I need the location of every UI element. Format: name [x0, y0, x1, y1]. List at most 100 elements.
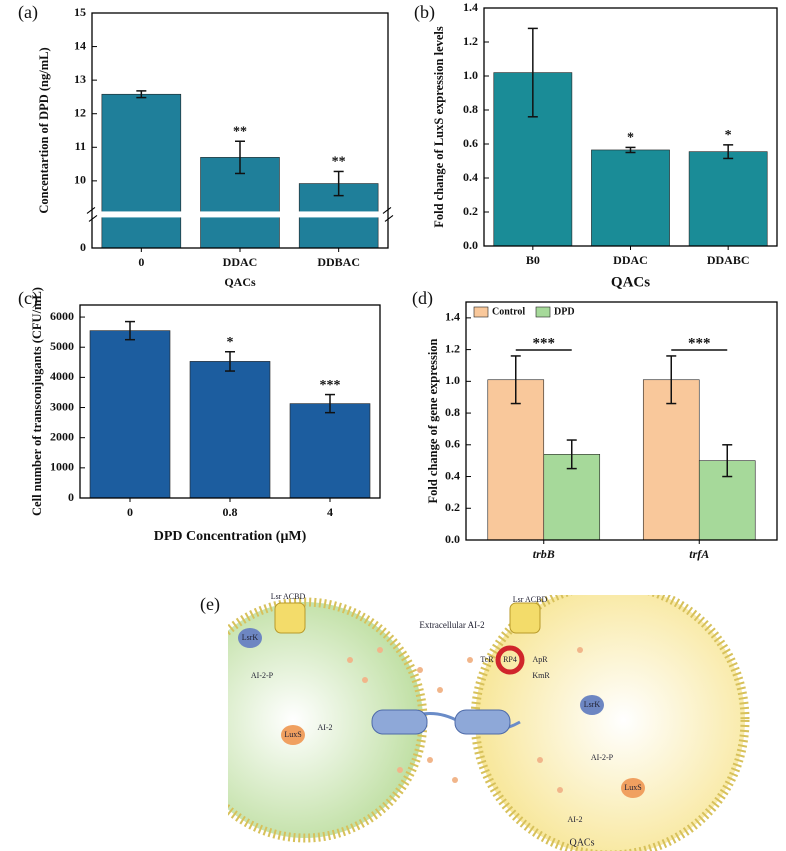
- y-tick-label: 5000: [50, 339, 74, 353]
- diagram-label: LuxS: [284, 730, 301, 739]
- lsrk: [238, 628, 262, 648]
- bar: [101, 93, 182, 249]
- y-tick-label: 0.4: [463, 170, 478, 184]
- significance-label: **: [332, 155, 346, 170]
- x-tick-label: B0: [526, 253, 540, 267]
- ai2-dots: [347, 647, 583, 793]
- x-tick-label: DDAC: [223, 255, 258, 269]
- x-tick-label: 0: [138, 255, 144, 269]
- y-tick-label: 1.2: [463, 34, 478, 48]
- lsrk: [580, 695, 604, 715]
- significance-label: ***: [533, 335, 556, 351]
- y-tick-label: 1.0: [463, 68, 478, 82]
- y-tick-label: 0.8: [445, 405, 460, 419]
- transporter: [509, 602, 541, 634]
- y-tick-label: 1000: [50, 460, 74, 474]
- bar: [487, 379, 545, 541]
- y-tick-label: 0.6: [445, 437, 460, 451]
- x-tick-label: trfA: [689, 547, 709, 561]
- break-mark: [88, 215, 98, 222]
- y-tick-label: 0.0: [463, 238, 478, 252]
- axis-break: [86, 211, 394, 218]
- y-tick-label: 14: [74, 38, 86, 52]
- break-mark: [384, 215, 394, 222]
- y-axis-label: Concentartion of DPD (ng/mL): [37, 47, 51, 213]
- bar: [289, 403, 371, 499]
- plasmid: [495, 645, 525, 675]
- y-tick-label: 11: [75, 139, 86, 153]
- y-tick-label: 0: [68, 490, 74, 504]
- diagram-label: KmR: [532, 671, 550, 680]
- break-mark: [86, 207, 96, 214]
- diagram-label: LsrK: [242, 633, 259, 642]
- y-tick-label: 0.8: [463, 102, 478, 116]
- right-cell: [470, 595, 750, 851]
- diagram-label: AI-2-P: [591, 753, 614, 762]
- y-tick-label: 0.6: [463, 136, 478, 150]
- diagram-label: AI-2: [567, 815, 582, 824]
- legend-swatch: [535, 306, 551, 318]
- x-tick-label: DDABC: [707, 253, 750, 267]
- diagram-label: Lsr ACBD: [513, 595, 548, 604]
- panel-label: (d): [412, 288, 433, 309]
- luxs: [621, 778, 645, 798]
- y-tick-label: 0: [80, 240, 86, 254]
- panel-label: (a): [18, 2, 38, 23]
- x-tick-label: DDAC: [613, 253, 648, 267]
- significance-label: *: [627, 131, 634, 146]
- bar: [591, 149, 670, 247]
- diagram-label: Lsr ACBD: [271, 592, 306, 601]
- diagram: (e) Lsr ACBD LsrK AI-2-P LuxS AI-2 Extra…: [200, 592, 750, 851]
- y-tick-label: 3000: [50, 399, 74, 413]
- x-tick-label: trbB: [533, 547, 555, 561]
- y-axis-label: Fold change of gene expression: [426, 338, 440, 503]
- diagram-label: QACs: [569, 837, 594, 848]
- axis-frame: [79, 304, 381, 499]
- panel-label: (e): [200, 594, 220, 615]
- diagram-label: AI-2: [317, 723, 332, 732]
- y-tick-label: 1.2: [445, 341, 460, 355]
- y-axis-label: Fold change of LuxS expression levels: [432, 26, 446, 228]
- y-tick-label: 1.4: [463, 0, 478, 14]
- x-tick-label: 0.8: [223, 505, 238, 519]
- diagram-label: TcR: [480, 655, 494, 664]
- significance-label: **: [233, 124, 247, 139]
- y-tick-label: 6000: [50, 309, 74, 323]
- x-axis-label: QACs: [611, 274, 650, 290]
- pilus: [371, 709, 428, 735]
- y-tick-label: 0.4: [445, 468, 460, 482]
- diagram-label: LuxS: [624, 783, 641, 792]
- y-axis-label: Cell number of transconjugants (CFU/mL): [30, 287, 44, 516]
- y-tick-label: 12: [74, 105, 86, 119]
- x-tick-label: 0: [127, 505, 133, 519]
- break-mark: [382, 207, 392, 214]
- diagram-label: RP4: [503, 655, 517, 664]
- legend-label: DPD: [554, 306, 575, 317]
- bar: [189, 361, 271, 499]
- diagram-label: ApR: [532, 655, 548, 664]
- axis-frame: [483, 7, 778, 247]
- pilus: [454, 709, 511, 735]
- significance-label: ***: [320, 378, 341, 393]
- y-tick-label: 2000: [50, 429, 74, 443]
- x-tick-label: DDBAC: [317, 255, 360, 269]
- y-tick-label: 13: [74, 72, 86, 86]
- panel-label: (c): [18, 288, 38, 309]
- x-axis-label: DPD Concentration (μM): [154, 529, 307, 544]
- significance-label: *: [725, 128, 732, 143]
- legend-swatch: [473, 306, 489, 318]
- significance-label: ***: [688, 335, 711, 351]
- y-tick-label: 0.0: [445, 532, 460, 546]
- diagram-label: LsrK: [584, 700, 601, 709]
- luxs: [281, 725, 305, 745]
- bar: [688, 151, 768, 247]
- x-tick-label: 4: [327, 505, 333, 519]
- y-tick-label: 0.2: [445, 500, 460, 514]
- significance-label: *: [227, 335, 234, 350]
- bar: [89, 330, 171, 499]
- y-tick-label: 1.4: [445, 310, 460, 324]
- y-tick-label: 0.2: [463, 204, 478, 218]
- legend-label: Control: [492, 306, 525, 317]
- y-tick-label: 10: [74, 173, 86, 187]
